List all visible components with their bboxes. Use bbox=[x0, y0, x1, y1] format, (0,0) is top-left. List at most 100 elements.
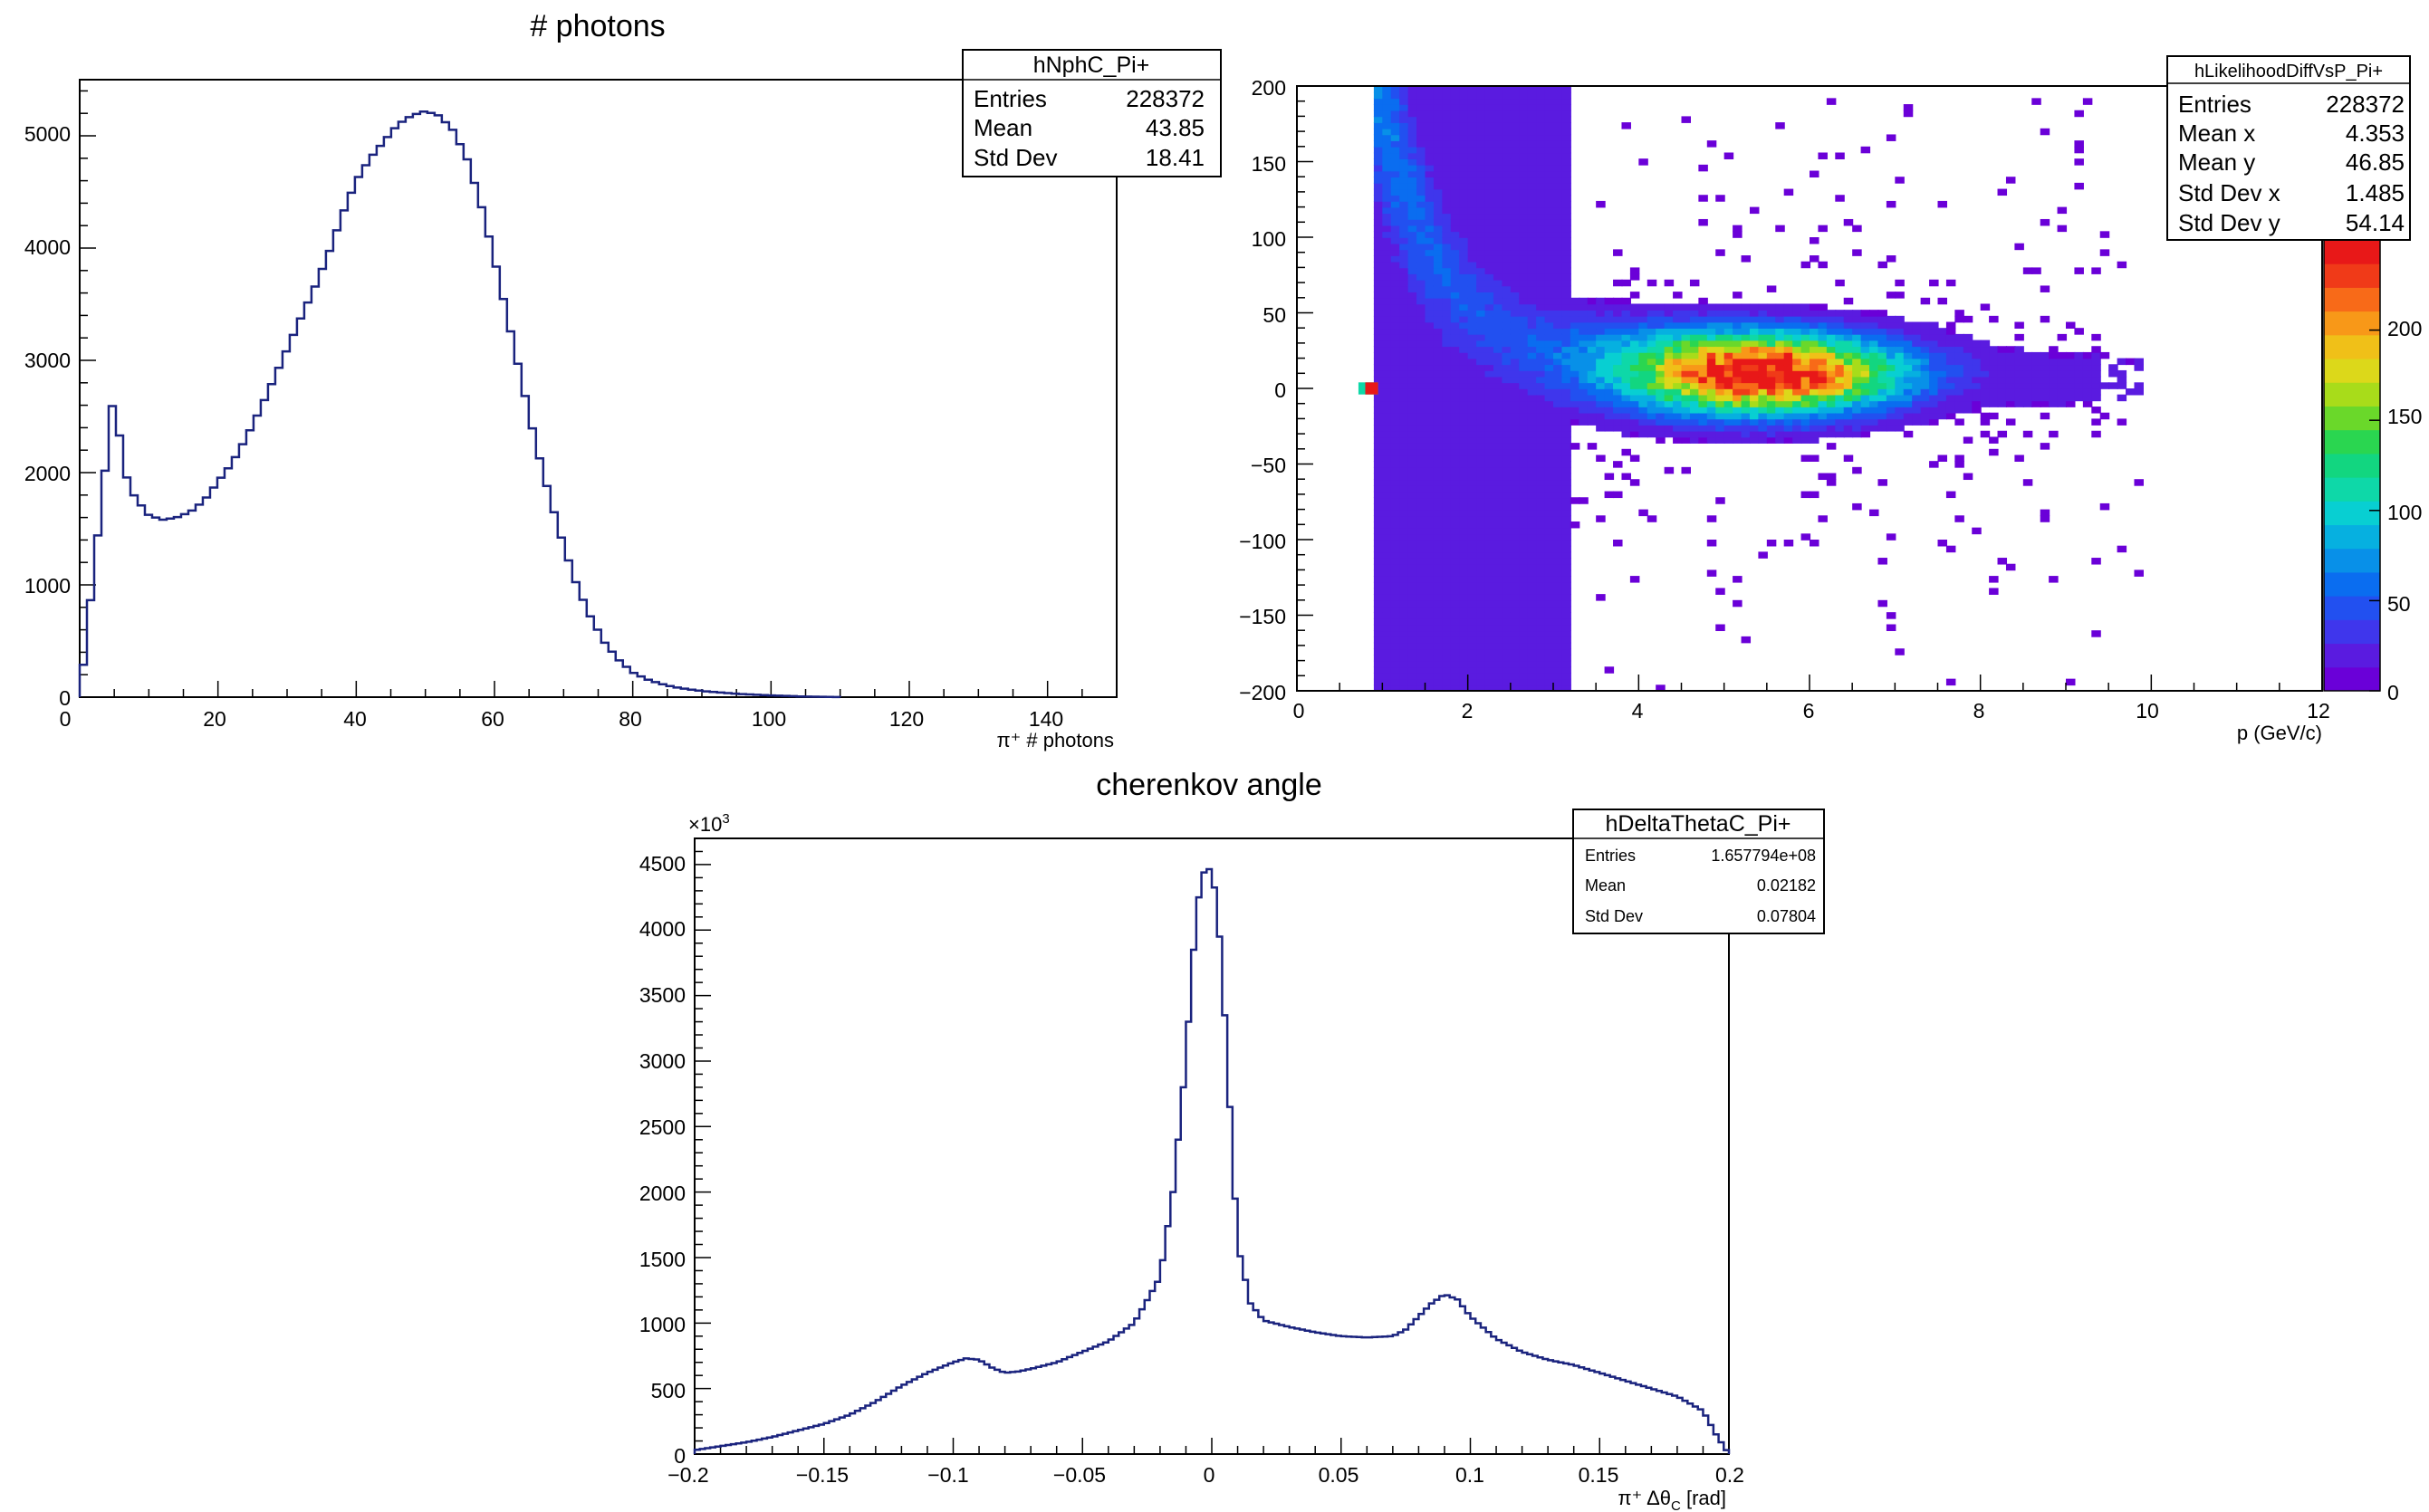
heatmap-cell bbox=[2117, 376, 2127, 384]
heatmap-cell bbox=[1510, 515, 1521, 522]
heatmap-cell bbox=[1502, 231, 1512, 238]
heatmap-cell bbox=[1852, 388, 1862, 396]
heatmap-cell bbox=[1715, 400, 1725, 407]
heatmap-cell bbox=[1920, 394, 1931, 402]
heatmap-cell bbox=[1467, 273, 1478, 281]
heatmap-cell bbox=[1877, 412, 1887, 420]
heatmap-cell bbox=[1766, 328, 1777, 335]
heatmap-cell bbox=[1476, 310, 1486, 317]
heatmap-cell bbox=[1783, 412, 1794, 420]
heatmap-cell bbox=[1442, 612, 1452, 619]
heatmap-cell bbox=[1450, 606, 1461, 613]
heatmap-cell bbox=[1502, 606, 1512, 613]
heatmap-cell bbox=[1425, 515, 1435, 522]
heatmap-cell bbox=[1382, 569, 1392, 577]
heatmap-cell bbox=[1766, 315, 1777, 323]
heatmap-cell bbox=[1382, 213, 1392, 220]
heatmap-cell bbox=[1373, 333, 1384, 341]
heatmap-cell bbox=[1843, 425, 1854, 432]
heatmap-cell bbox=[1895, 321, 1905, 330]
heatmap-cell bbox=[1673, 394, 1683, 402]
heatmap-cell bbox=[1826, 382, 1837, 389]
heatmap-cell bbox=[1698, 310, 1708, 317]
heatmap-cell bbox=[1493, 581, 1503, 589]
heatmap-cell bbox=[1963, 351, 1973, 359]
heatmap-cell bbox=[1561, 182, 1571, 190]
heatmap-cell bbox=[1818, 388, 1828, 396]
x-tick-label: 0.05 bbox=[1319, 1463, 1359, 1487]
heatmap-cell bbox=[1373, 455, 1384, 462]
heatmap-cell bbox=[1656, 388, 1666, 396]
heatmap-cell bbox=[1527, 666, 1538, 674]
heatmap-cell bbox=[1587, 443, 1598, 450]
heatmap-cell bbox=[1484, 134, 1495, 141]
heatmap-cell bbox=[1835, 346, 1845, 353]
heatmap-cell bbox=[1416, 443, 1426, 450]
heatmap-cell bbox=[1399, 551, 1409, 559]
heatmap-cell bbox=[1390, 237, 1401, 244]
heatmap-cell bbox=[1553, 200, 1563, 208]
heatmap-cell bbox=[1536, 479, 1546, 486]
heatmap-cell bbox=[2117, 545, 2127, 553]
heatmap-cell bbox=[1929, 328, 1939, 335]
heatmap-cell bbox=[1425, 545, 1435, 553]
heatmap-cell bbox=[1382, 388, 1392, 396]
heatmap-cell bbox=[1519, 455, 1529, 462]
heatmap-cell bbox=[1467, 285, 1478, 292]
heatmap-cell bbox=[1638, 364, 1648, 371]
heatmap-cell bbox=[1442, 116, 1452, 123]
heatmap-cell bbox=[1425, 237, 1435, 244]
heatmap-cell bbox=[1852, 321, 1862, 330]
heatmap-cell bbox=[1416, 218, 1426, 226]
heatmap-cell bbox=[1613, 351, 1623, 359]
heatmap-cell bbox=[1706, 351, 1717, 359]
heatmap-cell bbox=[1476, 412, 1486, 420]
heatmap-cell bbox=[1656, 321, 1666, 330]
heatmap-cell bbox=[2091, 630, 2101, 637]
heatmap-cell bbox=[1484, 110, 1495, 118]
heatmap-cell bbox=[1459, 369, 1469, 378]
heatmap-cell bbox=[1484, 225, 1495, 233]
heatmap-cell bbox=[1399, 164, 1409, 172]
heatmap-cell bbox=[1954, 315, 1964, 323]
heatmap-cell bbox=[1476, 502, 1486, 511]
heatmap-cell bbox=[2091, 333, 2101, 341]
heatmap-cell bbox=[1519, 684, 1529, 692]
heatmap-cell bbox=[1493, 515, 1503, 522]
heatmap-cell bbox=[1467, 358, 1478, 366]
heatmap-cell bbox=[1493, 134, 1503, 141]
heatmap-cell bbox=[1510, 273, 1521, 281]
heatmap-cell bbox=[1502, 509, 1512, 517]
heatmap-cell bbox=[1783, 436, 1794, 444]
heatmap-cell bbox=[1433, 388, 1444, 396]
heatmap-cell bbox=[1399, 515, 1409, 522]
heatmap-cell bbox=[1818, 351, 1828, 359]
heatmap-cell bbox=[1561, 206, 1571, 215]
heatmap-cell bbox=[1706, 328, 1717, 335]
heatmap-cell bbox=[1544, 98, 1555, 105]
heatmap-cell bbox=[1407, 594, 1418, 601]
heatmap-cell bbox=[1818, 407, 1828, 414]
heatmap-cell bbox=[1476, 455, 1486, 462]
heatmap-cell bbox=[1467, 110, 1478, 118]
heatmap-cell bbox=[1502, 98, 1512, 105]
heatmap-cell bbox=[1476, 195, 1486, 202]
heatmap-cell bbox=[1895, 315, 1905, 323]
heatmap-cell bbox=[1698, 321, 1708, 330]
heatmap-cell bbox=[1527, 346, 1538, 353]
heatmap-cell bbox=[1869, 358, 1879, 366]
heatmap-cell bbox=[1442, 225, 1452, 233]
heatmap-cell bbox=[1467, 425, 1478, 432]
heatmap-cell bbox=[1416, 678, 1426, 686]
heatmap-cell bbox=[1852, 333, 1862, 341]
heatmap-cell bbox=[1818, 382, 1828, 389]
heatmap-cell bbox=[1416, 576, 1426, 583]
heatmap-cell bbox=[1425, 333, 1435, 341]
palette-swatch bbox=[2324, 406, 2380, 431]
heatmap-cell bbox=[1476, 333, 1486, 341]
heatmap-cell bbox=[1407, 200, 1418, 208]
heatmap-cell bbox=[1553, 182, 1563, 190]
heatmap-cell bbox=[1442, 164, 1452, 172]
heatmap-cell bbox=[1681, 310, 1691, 317]
heatmap-cell bbox=[1459, 273, 1469, 281]
